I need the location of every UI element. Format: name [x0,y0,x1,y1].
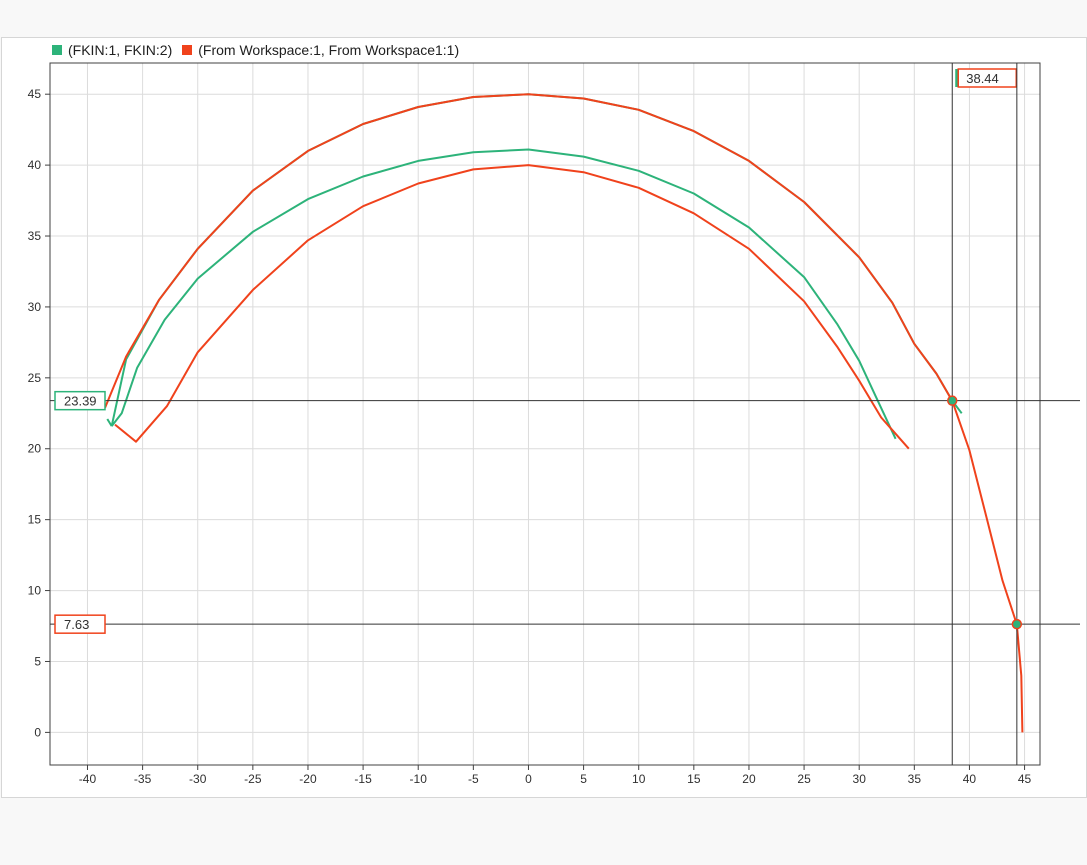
x-tick-label: 15 [687,772,701,786]
cursor-intersection-marker[interactable] [946,395,958,406]
x-tick-label: -40 [79,772,97,786]
x-tick-label: -35 [134,772,152,786]
y-tick-label: 35 [28,229,42,243]
x-tick-label: 40 [963,772,977,786]
x-tick-label: 30 [853,772,867,786]
y-tick-label: 10 [28,584,42,598]
x-tick-label: 35 [908,772,922,786]
x-tick-label: -15 [354,772,372,786]
x-tick-label: -20 [299,772,317,786]
cursor-value-label: 7.63 [64,617,89,632]
series-line-2 [104,93,1024,733]
series-line-2 [114,164,910,450]
legend-entry-series1[interactable]: (FKIN:1, FKIN:2) [52,42,172,58]
x-tick-label: -25 [244,772,262,786]
y-tick-label: 0 [34,725,41,739]
series2-swatch-icon [182,45,193,55]
x-tick-label: 5 [580,772,587,786]
x-tick-label: 25 [797,772,811,786]
cursor-value-label: 23.39 [64,394,97,409]
legend: (FKIN:1, FKIN:2) (From Workspace:1, From… [52,42,469,58]
y-tick-label: 40 [28,158,42,172]
y-tick-label: 20 [28,442,42,456]
x-tick-label: -30 [189,772,207,786]
cursor-value-label: 38.44 [966,71,999,86]
cursor-marker-tab [955,69,959,87]
series-line-1 [110,148,897,440]
y-tick-label: 25 [28,371,42,385]
series1-swatch-icon [52,45,62,55]
plot-frame [49,62,1041,766]
scope-panel [1,37,1087,798]
x-tick-label: -10 [410,772,428,786]
y-tick-label: 5 [34,654,41,668]
series-line-1 [106,418,113,427]
x-tick-label: 0 [525,772,532,786]
y-tick-label: 15 [28,513,42,527]
y-tick-label: 30 [28,300,42,314]
x-tick-label: 45 [1018,772,1032,786]
x-tick-label: -5 [468,772,479,786]
cursor-value-box [54,390,106,411]
cursor-value-box [54,614,106,634]
legend-label-series1: (FKIN:1, FKIN:2) [68,42,173,58]
cursor-intersection-marker[interactable] [1011,618,1023,630]
series-line-1 [110,93,963,427]
x-tick-label: 20 [742,772,756,786]
y-tick-label: 45 [28,87,42,101]
legend-label-series2: (From Workspace:1, From Workspace1:1) [198,42,460,58]
legend-entry-series2[interactable]: (From Workspace:1, From Workspace1:1) [182,42,459,58]
cursor-value-box [957,68,1017,88]
x-tick-label: 10 [632,772,646,786]
